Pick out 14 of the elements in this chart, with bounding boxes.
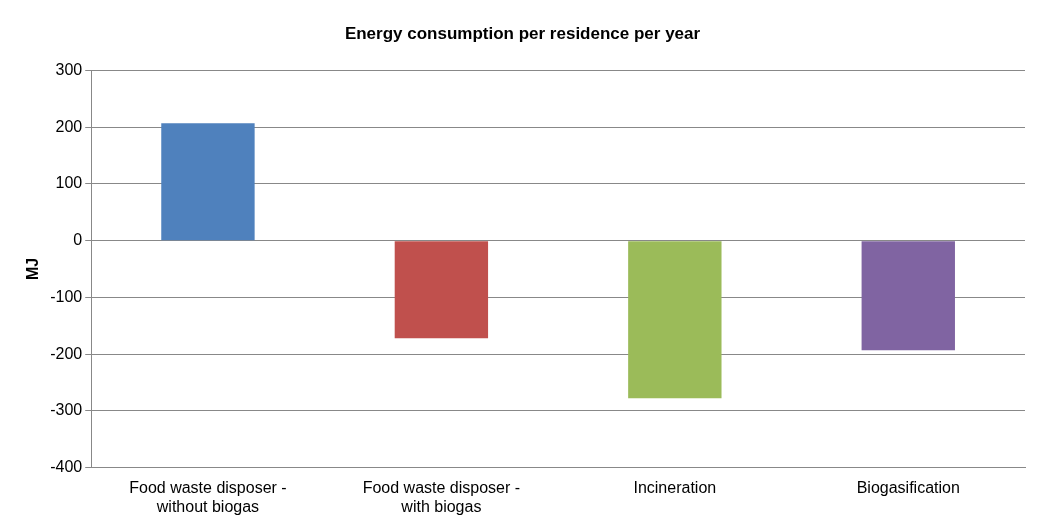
y-tick-label: -400: [50, 458, 83, 476]
y-tick-label: 0: [73, 231, 83, 249]
y-tick-label: 300: [55, 60, 83, 78]
chart-title: Energy consumption per residence per year: [344, 23, 701, 43]
x-tick-label: Incineration: [633, 478, 717, 496]
x-tick-label: Biogasification: [856, 478, 960, 496]
y-tick-label: -300: [50, 401, 83, 419]
x-tick-label: Food waste disposer - without biogas: [129, 478, 287, 515]
y-axis-title: MJ: [24, 257, 42, 281]
y-tick-label: -200: [50, 344, 83, 362]
y-tick-label: 100: [55, 174, 83, 192]
x-tick-label: Food waste disposer - with biogas: [362, 478, 521, 515]
y-tick-label: 200: [55, 117, 83, 135]
y-tick-label: -100: [50, 287, 83, 305]
